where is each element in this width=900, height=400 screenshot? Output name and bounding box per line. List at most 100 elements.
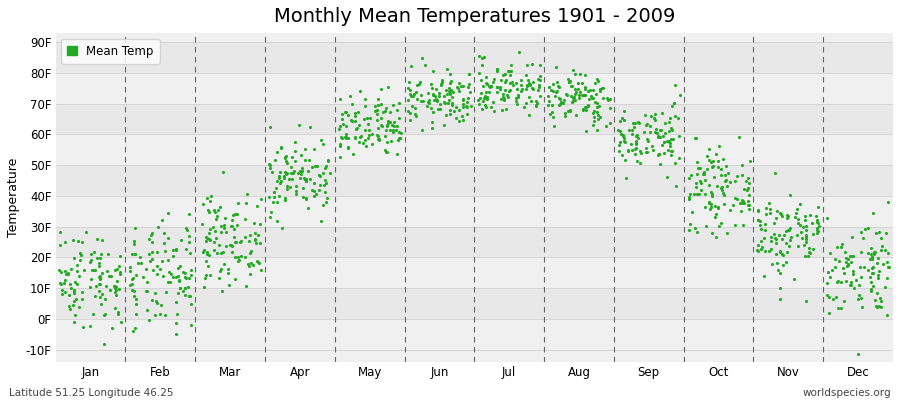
Point xyxy=(562,79,576,85)
Point xyxy=(688,225,702,231)
Point xyxy=(734,208,749,214)
Point xyxy=(284,163,298,170)
Point xyxy=(864,265,878,271)
Point xyxy=(68,296,83,302)
Point xyxy=(299,196,313,202)
Point xyxy=(870,304,885,311)
Point xyxy=(803,249,817,256)
Point xyxy=(310,163,324,169)
Point xyxy=(69,268,84,274)
Point xyxy=(181,284,195,290)
Point xyxy=(127,238,141,244)
Point xyxy=(599,95,614,102)
Point xyxy=(339,109,354,115)
Point xyxy=(587,118,601,124)
Point xyxy=(151,224,166,230)
Point xyxy=(277,195,292,202)
Point xyxy=(204,193,219,200)
Point xyxy=(455,101,470,107)
Point xyxy=(216,225,230,232)
Point xyxy=(58,289,72,295)
Point xyxy=(565,67,580,74)
Point xyxy=(283,184,297,190)
Point xyxy=(127,293,141,299)
Point xyxy=(631,119,645,126)
Point xyxy=(278,158,293,164)
Point xyxy=(652,134,667,140)
Point xyxy=(385,129,400,135)
Point xyxy=(866,210,880,216)
Point xyxy=(589,80,603,86)
Point xyxy=(666,136,680,142)
Point xyxy=(358,137,373,143)
Point xyxy=(463,88,477,95)
Point xyxy=(616,133,631,140)
Point xyxy=(839,278,853,284)
Point xyxy=(124,281,139,288)
Point xyxy=(53,280,68,286)
Point xyxy=(577,86,591,93)
Title: Monthly Mean Temperatures 1901 - 2009: Monthly Mean Temperatures 1901 - 2009 xyxy=(274,7,675,26)
Point xyxy=(444,80,458,86)
Point xyxy=(654,142,669,148)
Point xyxy=(349,126,364,132)
Point xyxy=(701,157,716,164)
Point xyxy=(621,146,635,153)
Point xyxy=(460,111,474,117)
Point xyxy=(129,301,143,308)
Point xyxy=(339,123,354,129)
Point xyxy=(319,180,333,186)
Point xyxy=(166,246,180,253)
Point xyxy=(242,238,256,244)
Point xyxy=(305,187,320,194)
Point xyxy=(706,163,720,170)
Point xyxy=(58,267,72,274)
Point xyxy=(689,158,704,165)
Point xyxy=(810,227,824,233)
Point xyxy=(658,129,672,136)
Point xyxy=(169,310,184,317)
Point xyxy=(715,187,729,194)
Point xyxy=(443,71,457,77)
Point xyxy=(439,66,454,72)
Point xyxy=(266,189,281,195)
Point xyxy=(200,195,214,202)
Point xyxy=(528,98,543,104)
Point xyxy=(868,297,882,303)
Point xyxy=(509,86,524,92)
Point xyxy=(629,145,643,152)
Point xyxy=(778,258,793,265)
Point xyxy=(64,285,78,292)
Point xyxy=(681,194,696,200)
Point xyxy=(68,312,83,319)
Point xyxy=(272,193,286,199)
Point xyxy=(101,251,115,258)
Point xyxy=(455,96,470,102)
Point xyxy=(614,131,628,138)
Point xyxy=(149,300,164,306)
Point xyxy=(782,225,796,232)
Point xyxy=(278,154,293,160)
Point xyxy=(531,76,545,82)
Point xyxy=(201,263,215,269)
Point xyxy=(809,212,824,219)
Point xyxy=(370,117,384,123)
Point xyxy=(603,120,617,126)
Point xyxy=(701,146,716,152)
Point xyxy=(246,262,260,268)
Point xyxy=(294,171,309,178)
Point xyxy=(228,210,242,217)
Point xyxy=(462,71,476,77)
Point xyxy=(201,207,215,213)
Point xyxy=(224,223,238,229)
Point xyxy=(830,279,844,286)
Point xyxy=(451,84,465,91)
Point xyxy=(141,236,156,242)
Point xyxy=(385,121,400,128)
Point xyxy=(764,238,778,244)
Point xyxy=(572,94,586,101)
Point xyxy=(541,102,555,108)
Point xyxy=(244,260,258,266)
Point xyxy=(270,178,284,184)
Point xyxy=(557,113,572,119)
